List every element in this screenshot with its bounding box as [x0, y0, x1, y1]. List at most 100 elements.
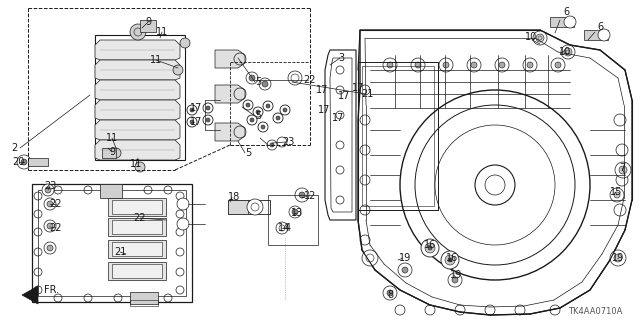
Bar	[102, 148, 116, 158]
Text: 16: 16	[424, 240, 436, 250]
Circle shape	[45, 187, 51, 193]
Text: 6: 6	[597, 22, 603, 32]
Text: 22: 22	[304, 75, 316, 85]
Circle shape	[190, 108, 194, 112]
Bar	[268, 195, 318, 245]
Text: 17: 17	[318, 105, 330, 115]
Circle shape	[561, 45, 575, 59]
Circle shape	[445, 255, 455, 265]
Text: TK4AA0710A: TK4AA0710A	[568, 308, 622, 316]
Polygon shape	[95, 35, 185, 160]
Text: 15: 15	[610, 187, 622, 197]
Bar	[100, 184, 122, 198]
Circle shape	[177, 218, 189, 230]
Bar	[28, 158, 48, 166]
Bar	[112, 264, 162, 278]
Circle shape	[400, 90, 590, 280]
Circle shape	[243, 100, 253, 110]
Circle shape	[250, 118, 254, 122]
Text: 2: 2	[11, 143, 17, 153]
Bar	[130, 292, 158, 304]
Polygon shape	[22, 286, 38, 304]
Polygon shape	[95, 100, 180, 120]
Circle shape	[564, 16, 576, 28]
Text: 19: 19	[399, 253, 411, 263]
Circle shape	[270, 143, 274, 147]
Bar	[550, 17, 574, 27]
Circle shape	[173, 65, 183, 75]
Circle shape	[187, 117, 197, 127]
Bar	[358, 62, 438, 210]
Text: 22: 22	[134, 213, 147, 223]
Polygon shape	[95, 60, 180, 80]
Circle shape	[259, 78, 271, 90]
Circle shape	[190, 120, 194, 124]
Circle shape	[292, 209, 298, 215]
Circle shape	[610, 250, 626, 266]
Text: 20: 20	[12, 157, 24, 167]
Circle shape	[262, 81, 268, 87]
Bar	[108, 198, 166, 216]
Circle shape	[471, 62, 477, 68]
Circle shape	[263, 101, 273, 111]
Circle shape	[448, 273, 462, 287]
Text: 17: 17	[316, 85, 328, 95]
Circle shape	[130, 24, 146, 40]
Text: 22: 22	[50, 223, 62, 233]
Text: 7: 7	[619, 163, 625, 173]
Text: 17: 17	[352, 83, 364, 93]
Polygon shape	[95, 40, 180, 60]
Circle shape	[448, 258, 452, 262]
Circle shape	[425, 243, 435, 253]
Circle shape	[614, 254, 622, 262]
Circle shape	[564, 48, 572, 56]
Circle shape	[47, 223, 53, 229]
Circle shape	[276, 222, 288, 234]
Text: 5: 5	[255, 77, 261, 87]
Circle shape	[203, 103, 213, 113]
Text: 18: 18	[228, 192, 240, 202]
Circle shape	[246, 103, 250, 107]
Circle shape	[398, 263, 412, 277]
Text: 17: 17	[190, 103, 202, 113]
Circle shape	[203, 115, 213, 125]
Circle shape	[267, 140, 277, 150]
Circle shape	[111, 148, 121, 158]
Circle shape	[273, 113, 283, 123]
Circle shape	[42, 184, 54, 196]
Text: 11: 11	[156, 27, 168, 37]
Circle shape	[452, 277, 458, 283]
Bar	[108, 218, 166, 236]
Bar	[584, 30, 608, 40]
Circle shape	[283, 108, 287, 112]
Circle shape	[619, 166, 627, 174]
Polygon shape	[215, 123, 245, 141]
Text: 17: 17	[332, 113, 344, 123]
Text: 3: 3	[338, 53, 344, 63]
Bar	[130, 300, 158, 306]
Circle shape	[527, 62, 533, 68]
Circle shape	[177, 198, 189, 210]
Text: 21: 21	[114, 247, 126, 257]
Circle shape	[499, 62, 505, 68]
Circle shape	[415, 62, 421, 68]
Circle shape	[44, 198, 56, 210]
Bar	[32, 184, 192, 302]
Text: 9: 9	[109, 147, 115, 157]
Bar	[108, 262, 166, 280]
Bar	[112, 200, 162, 214]
Circle shape	[383, 286, 397, 300]
Polygon shape	[358, 30, 632, 315]
Bar	[362, 66, 434, 206]
Circle shape	[598, 29, 610, 41]
Bar	[140, 20, 156, 32]
Circle shape	[261, 125, 265, 129]
Circle shape	[44, 242, 56, 254]
Circle shape	[277, 137, 287, 147]
Circle shape	[295, 188, 309, 202]
Text: 19: 19	[612, 253, 624, 263]
Text: 19: 19	[450, 270, 462, 280]
Circle shape	[206, 106, 210, 110]
Circle shape	[249, 75, 255, 81]
Text: 5: 5	[255, 111, 261, 121]
